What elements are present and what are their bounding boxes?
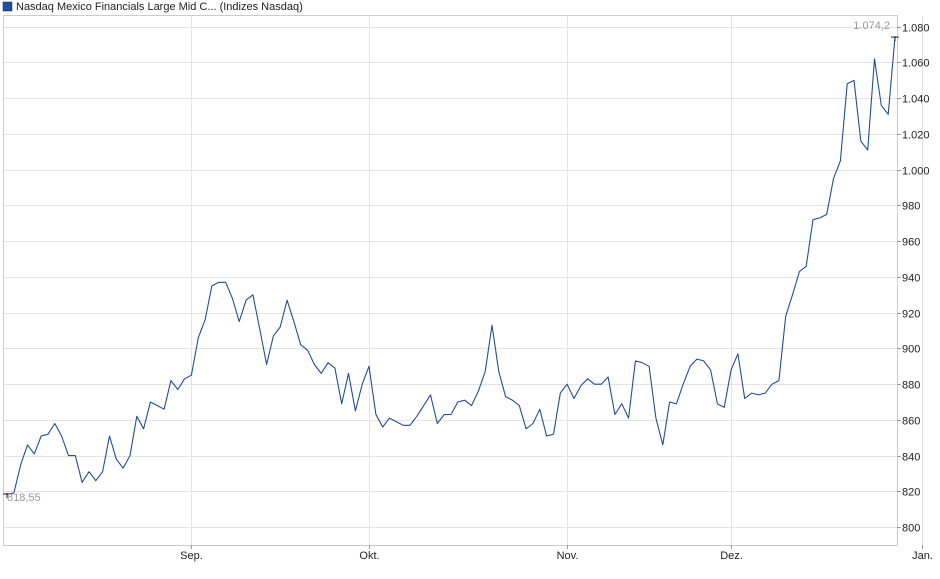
y-tick-label: 960 — [902, 237, 920, 249]
y-axis: 800 820 840 860 880 900 920 940 960 980 1.000 1.020… — [897, 23, 930, 535]
series-line — [6, 37, 896, 495]
y-tick-label: 840 — [902, 452, 920, 464]
y-tick-label: 1.060 — [902, 58, 930, 70]
y-tick-label: 1.080 — [902, 23, 930, 35]
y-tick-label: 920 — [902, 309, 920, 321]
y-tick-label: 800 — [902, 523, 920, 535]
y-tick-label: 880 — [902, 380, 920, 392]
x-axis: Sep.Okt.Nov.Dez.Jan.Feb. — [180, 545, 933, 562]
y-tick-label: 820 — [902, 487, 920, 499]
legend-label: Nasdaq Mexico Financials Large Mid C... … — [16, 1, 303, 13]
grid — [4, 16, 923, 545]
legend-swatch — [2, 1, 13, 12]
y-tick-label: 1.020 — [902, 130, 930, 142]
y-tick-label: 940 — [902, 273, 920, 285]
y-tick-label: 980 — [902, 201, 920, 213]
min-value-label: 818,55 — [7, 492, 41, 504]
extremes-markers — [3, 36, 899, 498]
y-tick-label: 1.000 — [902, 166, 930, 178]
y-tick-label: 860 — [902, 416, 920, 428]
plot-frame — [3, 15, 898, 546]
series-layer — [6, 37, 896, 495]
legend: Nasdaq Mexico Financials Large Mid C... … — [2, 1, 303, 13]
y-tick-label: 1.040 — [902, 94, 930, 106]
x-tick-label: Okt. — [359, 550, 379, 562]
y-tick-label: 900 — [902, 344, 920, 356]
max-value-label: 1.074,2 — [853, 20, 890, 32]
x-tick-label: Nov. — [557, 550, 579, 562]
x-tick-label: Jan. — [912, 550, 933, 562]
x-tick-label: Dez. — [720, 550, 743, 562]
x-tick-label: Sep. — [180, 550, 203, 562]
